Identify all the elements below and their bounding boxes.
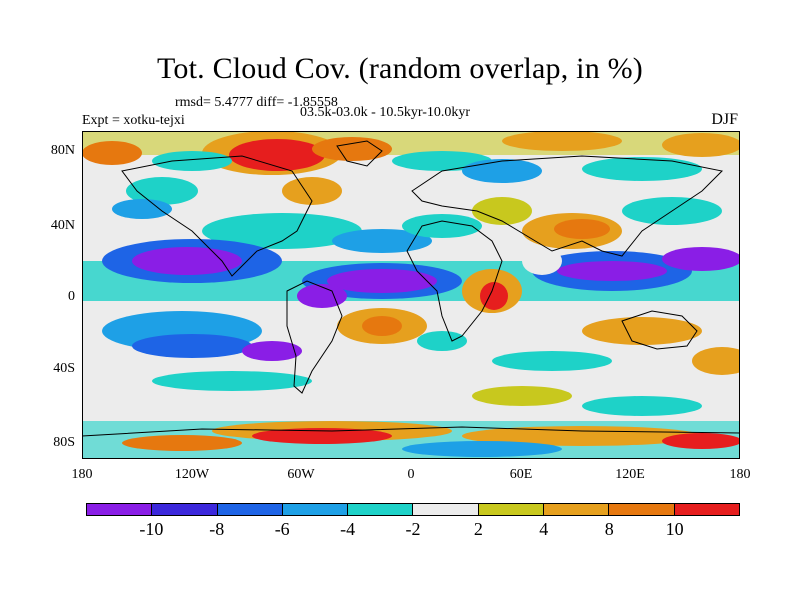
plot-title: Tot. Cloud Cov. (random overlap, in %) xyxy=(157,52,643,85)
season-label: DJF xyxy=(711,111,738,128)
greenland-outline xyxy=(336,140,383,167)
colorbar-segment xyxy=(413,504,479,515)
colorbar xyxy=(86,503,740,516)
period-text: 03.5k-03.0k - 10.5kyr-10.0kyr xyxy=(300,105,471,120)
colorbar-segment xyxy=(152,504,218,515)
colorbar-segment xyxy=(609,504,675,515)
colorbar-label: -6 xyxy=(274,519,290,539)
lon-label-120e: 120E xyxy=(615,467,645,482)
colorbar-label: 4 xyxy=(539,519,549,539)
colorbar-segment xyxy=(87,504,153,515)
colorbar-label: 10 xyxy=(665,519,684,539)
north-america-outline xyxy=(121,155,313,277)
anomaly-patches-north xyxy=(82,131,740,219)
eurasia-outline xyxy=(411,155,724,257)
colorbar-segment xyxy=(544,504,610,515)
anomaly-patches-south xyxy=(102,308,740,416)
lat-label-40n: 40N xyxy=(50,218,75,233)
lon-label-180w: 180 xyxy=(71,467,93,482)
anomaly-field xyxy=(82,131,740,459)
colorbar-segment xyxy=(348,504,414,515)
antarctica-outline xyxy=(82,426,740,437)
lat-label-80n: 80N xyxy=(50,143,75,158)
map-panel xyxy=(82,131,740,459)
anomaly-patches-midnorth xyxy=(202,197,722,253)
coastlines xyxy=(82,140,740,437)
lon-label-60w: 60W xyxy=(287,467,315,482)
colorbar-label: -4 xyxy=(340,519,356,539)
lon-label-0: 0 xyxy=(407,467,415,482)
lat-label-40s: 40S xyxy=(53,361,75,376)
colorbar-segment xyxy=(478,504,545,515)
colorbar-segment xyxy=(674,504,739,515)
colorbar-label: -10 xyxy=(139,519,164,539)
experiment-label: Expt = xotku-tejxi xyxy=(82,113,185,128)
lon-label-60e: 60E xyxy=(509,467,533,482)
lon-label-120w: 120W xyxy=(174,467,210,482)
australia-outline xyxy=(621,310,698,350)
colorbar-label: -8 xyxy=(209,519,225,539)
lon-label-180e: 180 xyxy=(729,467,751,482)
colorbar-label: 2 xyxy=(473,519,483,539)
stats-text: rmsd= 5.4777 diff= -1.85558 xyxy=(175,95,338,110)
colorbar-label: -2 xyxy=(405,519,421,539)
anomaly-patches-tropics xyxy=(82,239,740,313)
colorbar-segment xyxy=(282,504,349,515)
africa-outline xyxy=(406,220,503,342)
south-america-outline xyxy=(286,280,343,394)
anomaly-patches-antarctic xyxy=(82,421,740,459)
colorbar-segment xyxy=(217,504,283,515)
colorbar-label: 8 xyxy=(604,519,614,539)
lat-label-80s: 80S xyxy=(53,435,75,450)
lat-label-0: 0 xyxy=(68,289,75,304)
